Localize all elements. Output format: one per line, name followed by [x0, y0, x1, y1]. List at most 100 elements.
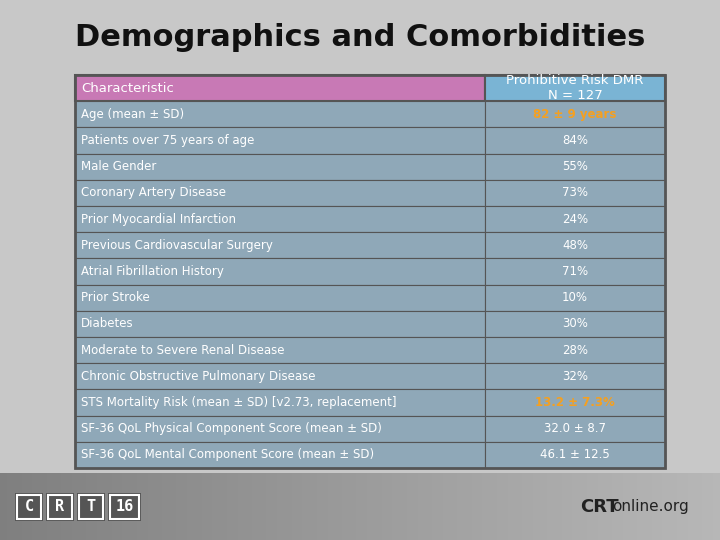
Bar	[75, 416, 485, 442]
Bar	[306, 473, 310, 540]
Bar	[22, 473, 26, 540]
Bar	[7, 473, 12, 540]
Bar	[75, 127, 485, 153]
Bar	[83, 473, 87, 540]
Text: Characteristic: Characteristic	[81, 82, 174, 94]
Bar	[655, 473, 660, 540]
Bar	[418, 473, 422, 540]
Bar	[331, 473, 336, 540]
Bar	[623, 473, 627, 540]
Bar	[43, 473, 48, 540]
Text: Prior Myocardial Infarction: Prior Myocardial Infarction	[81, 213, 236, 226]
Bar	[356, 473, 361, 540]
Bar	[713, 473, 717, 540]
Bar	[281, 473, 285, 540]
Bar	[583, 473, 588, 540]
Bar	[648, 473, 652, 540]
Bar	[223, 473, 228, 540]
Bar	[119, 473, 123, 540]
Bar	[310, 473, 314, 540]
Bar	[173, 473, 177, 540]
Text: 82 ± 9 years: 82 ± 9 years	[534, 108, 617, 121]
Bar	[151, 473, 156, 540]
Text: Prior Stroke: Prior Stroke	[81, 291, 150, 304]
Bar	[75, 75, 485, 101]
Bar	[75, 206, 485, 232]
Bar	[194, 473, 199, 540]
Bar	[25, 473, 30, 540]
Bar	[443, 473, 447, 540]
Bar	[626, 473, 631, 540]
Bar	[97, 473, 102, 540]
Bar	[392, 473, 397, 540]
Bar	[497, 473, 501, 540]
Bar	[515, 473, 519, 540]
Bar	[662, 473, 667, 540]
Bar	[169, 473, 174, 540]
Bar	[612, 473, 616, 540]
Bar	[436, 473, 440, 540]
Bar	[540, 473, 544, 540]
Bar	[76, 473, 80, 540]
Bar	[706, 473, 710, 540]
Bar	[547, 473, 552, 540]
Bar	[202, 473, 206, 540]
Bar	[486, 473, 490, 540]
Bar	[637, 473, 642, 540]
Bar	[410, 473, 415, 540]
Bar	[238, 473, 242, 540]
Bar	[576, 473, 580, 540]
Text: R: R	[55, 499, 65, 514]
Bar	[292, 473, 296, 540]
Text: 73%: 73%	[562, 186, 588, 199]
Bar	[425, 473, 429, 540]
Bar	[75, 180, 485, 206]
Bar	[324, 473, 328, 540]
Bar	[400, 473, 404, 540]
Bar	[77, 492, 105, 521]
Bar	[485, 416, 665, 442]
Bar	[485, 180, 665, 206]
Bar	[533, 473, 537, 540]
Text: 24%: 24%	[562, 213, 588, 226]
Bar	[108, 492, 141, 521]
Bar	[353, 473, 357, 540]
Bar	[17, 495, 41, 518]
Bar	[526, 473, 530, 540]
Bar	[554, 473, 559, 540]
Bar	[259, 473, 264, 540]
Text: 71%: 71%	[562, 265, 588, 278]
Bar	[209, 473, 213, 540]
Bar	[652, 473, 656, 540]
Bar	[346, 473, 350, 540]
Text: Chronic Obstructive Pulmonary Disease: Chronic Obstructive Pulmonary Disease	[81, 370, 315, 383]
Bar	[176, 473, 181, 540]
Text: 30%: 30%	[562, 318, 588, 330]
Text: Age (mean ± SD): Age (mean ± SD)	[81, 108, 184, 121]
Bar	[198, 473, 202, 540]
Bar	[504, 473, 508, 540]
Bar	[677, 473, 681, 540]
Text: 32%: 32%	[562, 370, 588, 383]
Bar	[616, 473, 620, 540]
Bar	[439, 473, 444, 540]
Bar	[274, 473, 278, 540]
Bar	[104, 473, 109, 540]
Text: online.org: online.org	[612, 499, 689, 514]
Bar	[485, 285, 665, 311]
Bar	[407, 473, 411, 540]
Bar	[360, 473, 364, 540]
Text: Moderate to Severe Renal Disease: Moderate to Severe Renal Disease	[81, 343, 284, 356]
Bar	[137, 473, 141, 540]
Bar	[666, 473, 670, 540]
Bar	[29, 473, 33, 540]
Bar	[338, 473, 343, 540]
Bar	[241, 473, 246, 540]
Bar	[335, 473, 339, 540]
Text: Atrial Fibrillation History: Atrial Fibrillation History	[81, 265, 224, 278]
Bar	[277, 473, 282, 540]
Bar	[112, 473, 116, 540]
Bar	[389, 473, 393, 540]
Bar	[75, 285, 485, 311]
Bar	[608, 473, 613, 540]
